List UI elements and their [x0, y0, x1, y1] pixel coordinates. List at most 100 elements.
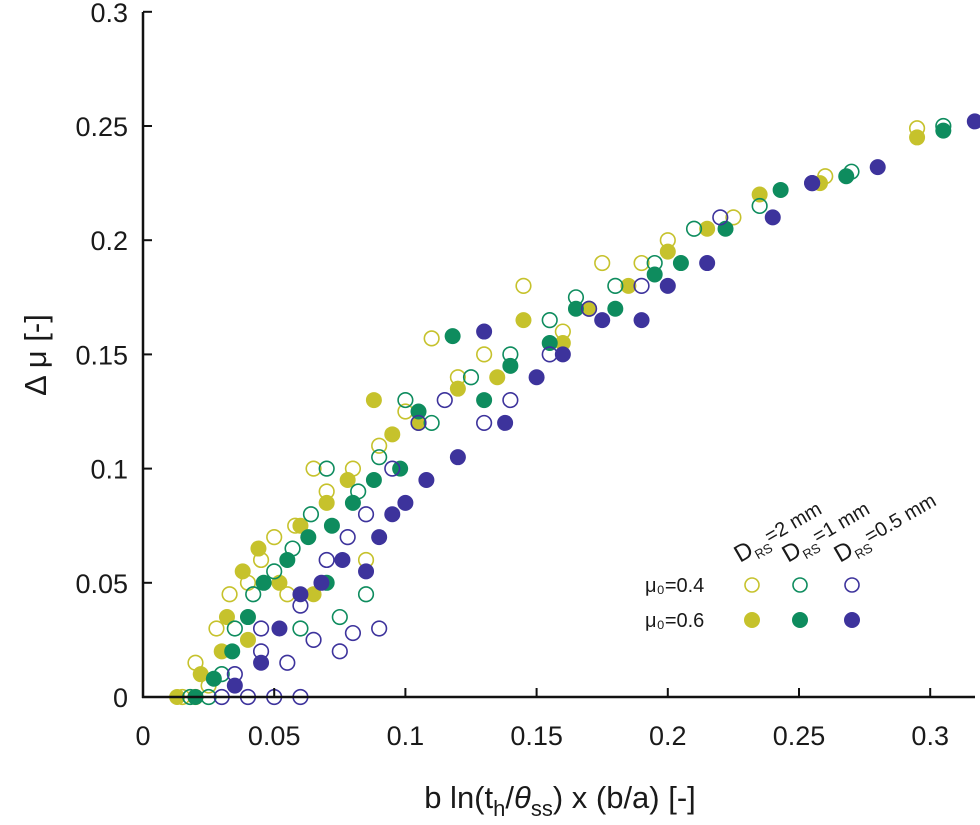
data-point-open: [208, 620, 225, 637]
data-point-filled: [699, 255, 716, 272]
data-point-filled: [869, 159, 886, 176]
data-point-filled: [772, 181, 789, 198]
data-point-filled: [239, 609, 256, 626]
data-point-filled: [659, 243, 676, 260]
x-ticks: 0 0.05 0.1 0.15 0.2 0.25 0.3: [135, 688, 949, 751]
data-point-open: [712, 209, 729, 226]
data-point-filled: [659, 277, 676, 294]
data-point-open: [423, 414, 440, 432]
y-tick-label: 0.1: [90, 455, 128, 485]
data-point-open: [502, 391, 519, 409]
data-point-filled: [838, 168, 855, 185]
data-point-filled: [218, 609, 235, 626]
data-point-open: [371, 437, 388, 454]
data-point-open: [339, 529, 356, 546]
data-point-open: [436, 391, 453, 409]
data-point-filled: [966, 113, 980, 130]
data-point-open: [318, 460, 335, 477]
data-point-filled: [271, 620, 288, 637]
data-point-open: [462, 369, 480, 386]
data-point-filled: [300, 529, 317, 546]
data-point-open: [685, 220, 703, 237]
data-point-filled: [594, 312, 611, 329]
x-axis-title: b ln(th/θss) x (b/a) [-]: [424, 780, 696, 821]
data-point-filled: [497, 414, 514, 431]
data-point-filled: [255, 574, 272, 591]
x-tick-label: 0.1: [387, 721, 425, 751]
data-point-filled: [358, 563, 375, 580]
data-point-open: [384, 460, 401, 477]
x-tick-label: 0.05: [248, 721, 301, 751]
data-point-open: [292, 620, 309, 637]
data-point-filled: [528, 369, 545, 386]
data-point-open: [331, 608, 348, 626]
data-point-open: [266, 529, 283, 546]
data-point-filled: [313, 574, 330, 591]
data-point-open: [357, 506, 375, 523]
data-point-open: [371, 449, 388, 466]
data-point-filled: [804, 175, 821, 192]
legend-marker-filled: [792, 612, 808, 628]
legend-row-label-filled: μ₀=0.6: [645, 610, 704, 632]
data-point-open: [594, 254, 611, 272]
data-point-filled: [323, 517, 340, 534]
data-point-open: [751, 197, 768, 215]
legend-marker-open: [844, 577, 860, 593]
data-point-filled: [444, 328, 461, 345]
data-point-filled: [515, 312, 532, 329]
legend-marker-filled: [844, 612, 860, 628]
data-point-open: [423, 330, 440, 347]
data-point-filled: [449, 380, 466, 397]
legend-marker-filled: [744, 612, 760, 628]
data-point-filled: [567, 300, 584, 317]
data-point-filled: [253, 654, 270, 671]
data-point-filled: [226, 677, 243, 694]
legend-marker-open: [744, 577, 760, 593]
data-point-open: [476, 346, 493, 363]
data-point-filled: [318, 494, 335, 511]
data-point-filled: [449, 449, 466, 466]
data-point-open: [305, 631, 322, 649]
data-point-filled: [489, 369, 506, 386]
data-point-filled: [384, 506, 401, 523]
data-point-open: [371, 620, 388, 637]
data-point-filled: [620, 277, 637, 294]
data-point-open: [725, 209, 742, 226]
data-point-filled: [397, 494, 414, 511]
y-tick-label: 0.15: [75, 340, 128, 370]
data-point-filled: [418, 472, 435, 489]
data-point-open: [476, 414, 493, 432]
data-point-open: [580, 300, 598, 317]
data-point-open: [541, 312, 558, 329]
data-point-open: [331, 643, 348, 660]
data-point-open: [221, 586, 238, 603]
data-point-open: [410, 414, 427, 432]
y-tick-label: 0.25: [75, 112, 128, 142]
y-axis-title: Δ μ [-]: [18, 314, 53, 396]
data-point-open: [279, 654, 296, 671]
data-point-filled: [410, 403, 427, 420]
data-point-open: [318, 551, 335, 569]
data-point-filled: [935, 122, 952, 139]
y-ticks: 0 0.05 0.1 0.15 0.2 0.25 0.3: [75, 0, 152, 713]
data-point-filled: [205, 670, 222, 687]
x-tick-label: 0.3: [911, 721, 949, 751]
data-point-filled: [279, 551, 296, 568]
y-tick-label: 0.2: [90, 226, 128, 256]
data-point-filled: [476, 392, 493, 409]
data-point-filled: [234, 563, 251, 580]
data-point-open: [607, 277, 624, 294]
data-point-filled: [476, 323, 493, 340]
data-point-filled: [554, 334, 571, 351]
data-point-open: [305, 460, 322, 477]
data-point-open: [357, 586, 375, 603]
data-point-filled: [371, 529, 388, 546]
data-point-filled: [239, 631, 256, 648]
data-point-filled: [292, 517, 309, 534]
y-tick-label: 0.05: [75, 569, 128, 599]
data-point-filled: [502, 357, 519, 374]
data-point-open: [397, 403, 414, 420]
data-point-filled: [334, 551, 351, 568]
